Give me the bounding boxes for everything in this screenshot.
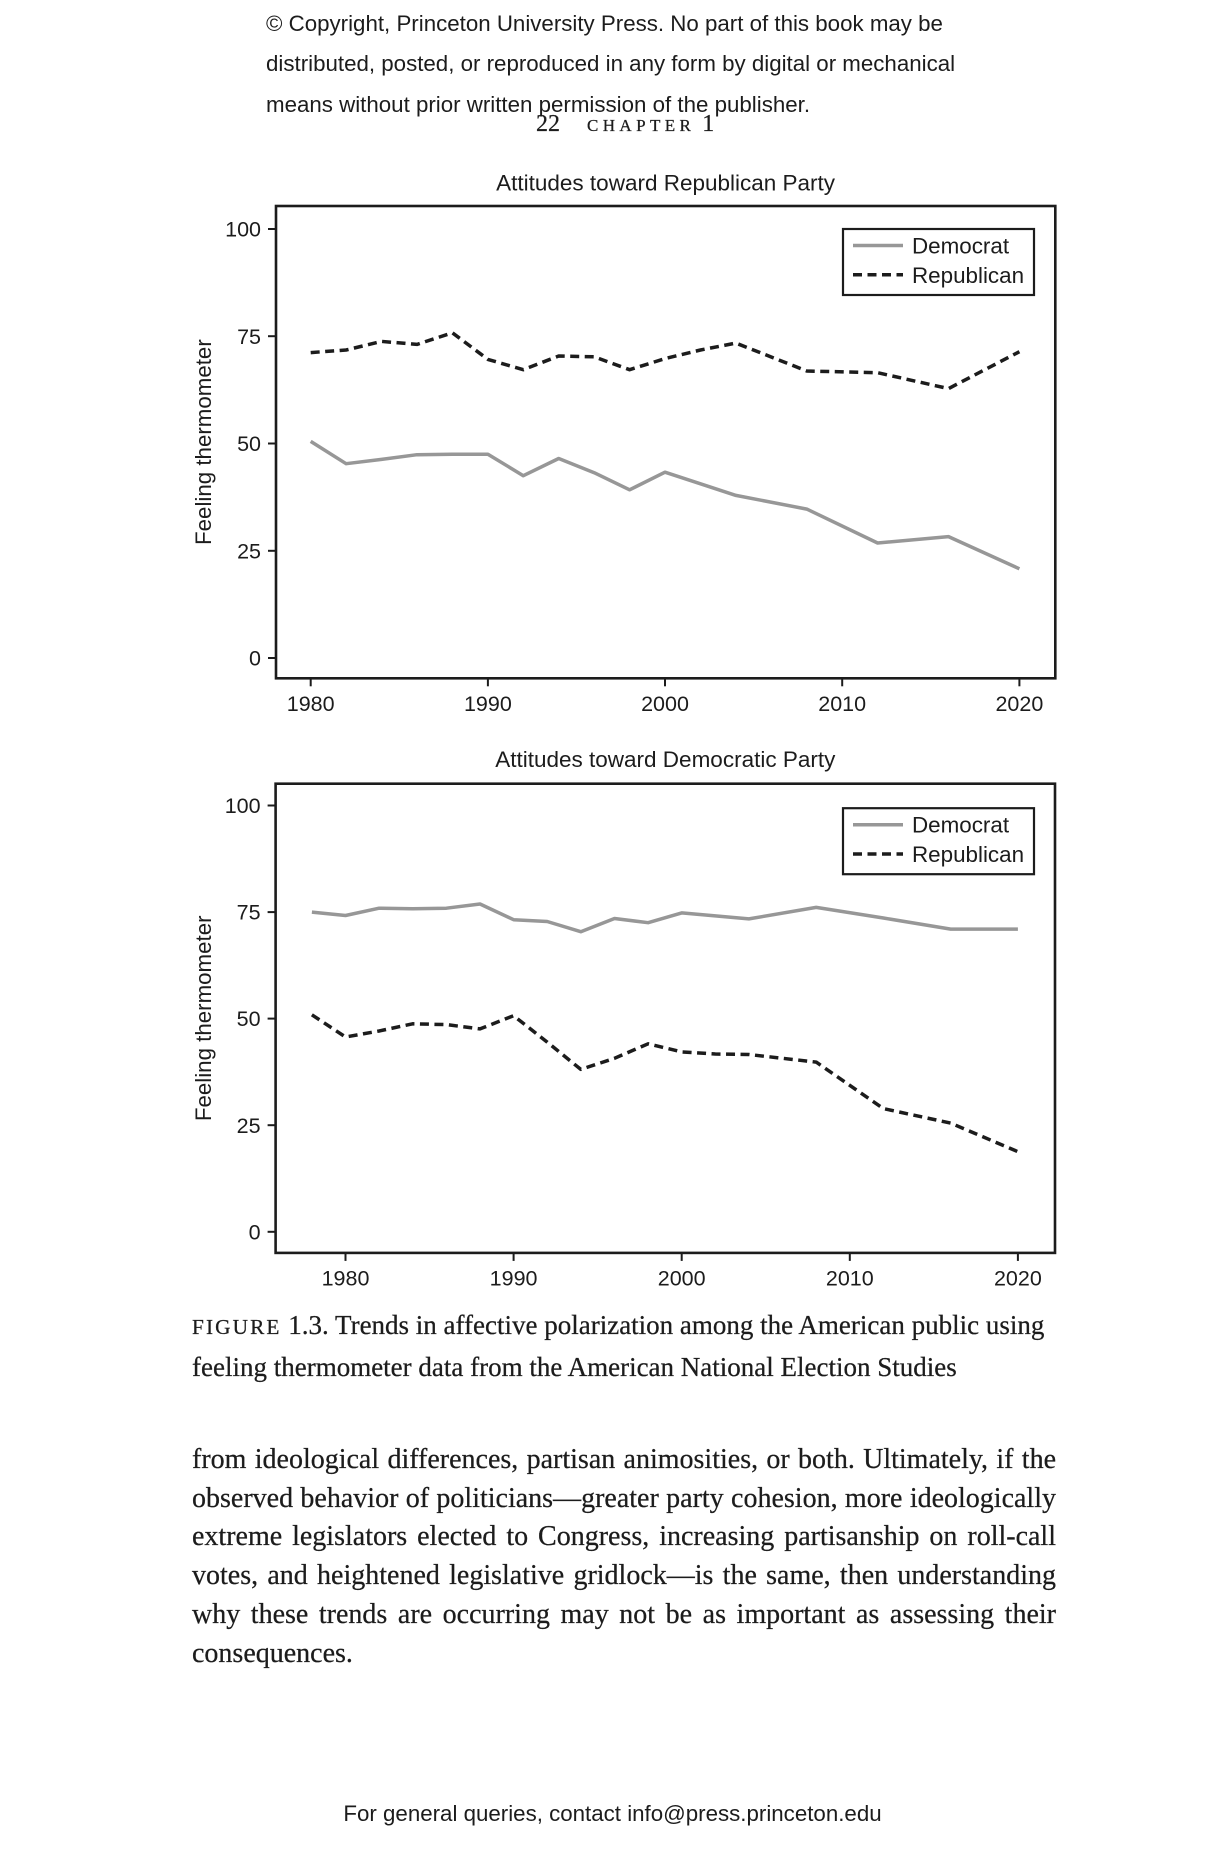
svg-text:1980: 1980 [287,692,335,716]
svg-text:50: 50 [237,1007,261,1031]
svg-text:100: 100 [225,218,261,242]
svg-text:100: 100 [225,794,261,818]
svg-text:25: 25 [237,1114,261,1138]
svg-text:2010: 2010 [818,692,866,716]
svg-text:Feeling thermometer: Feeling thermometer [191,915,216,1121]
svg-text:Democrat: Democrat [912,234,1010,259]
svg-text:2000: 2000 [658,1266,706,1290]
svg-text:75: 75 [237,325,261,349]
svg-text:1990: 1990 [490,1266,538,1290]
svg-text:Democrat: Democrat [912,813,1010,838]
svg-text:Attitudes toward Republican Pa: Attitudes toward Republican Party [496,171,836,196]
svg-text:1980: 1980 [322,1266,370,1290]
svg-text:0: 0 [249,647,261,671]
svg-text:50: 50 [237,432,261,456]
svg-text:2020: 2020 [994,1266,1042,1290]
svg-text:Republican: Republican [912,263,1024,288]
svg-text:25: 25 [237,539,261,563]
svg-text:2020: 2020 [995,692,1043,716]
svg-text:0: 0 [249,1220,261,1244]
svg-text:2000: 2000 [641,692,689,716]
svg-text:Republican: Republican [912,842,1024,867]
svg-text:75: 75 [237,901,261,925]
svg-text:Attitudes toward Democratic Pa: Attitudes toward Democratic Party [495,747,836,772]
svg-text:1990: 1990 [464,692,512,716]
svg-text:Feeling thermometer: Feeling thermometer [191,339,216,545]
svg-text:2010: 2010 [826,1266,874,1290]
